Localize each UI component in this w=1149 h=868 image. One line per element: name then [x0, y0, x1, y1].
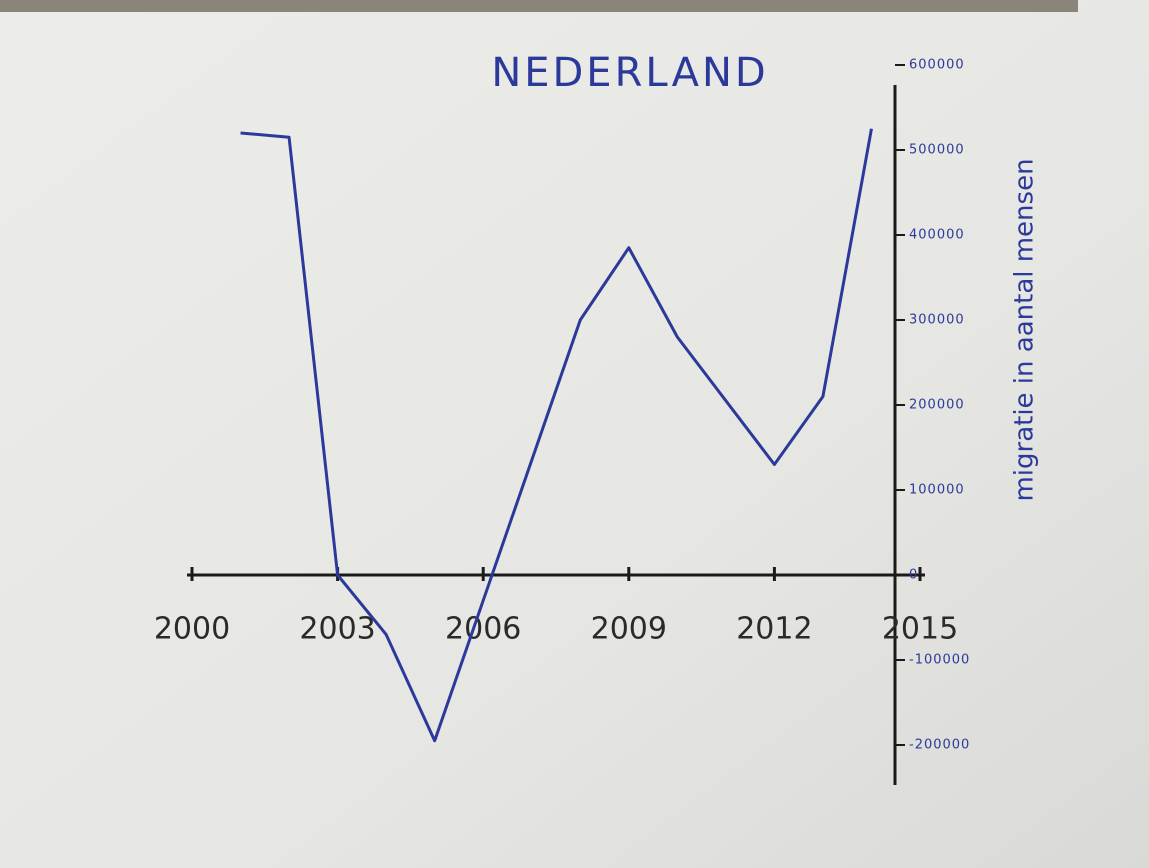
y-tick-label: 500000 — [909, 143, 965, 158]
x-tick-label: 2006 — [445, 612, 521, 647]
y-tick-label: 300000 — [909, 313, 965, 328]
y-tick-label: 600000 — [909, 58, 965, 73]
photo-edge — [0, 0, 1078, 12]
y-tick-label: -100000 — [909, 653, 970, 668]
chart-title: NEDERLAND — [491, 50, 768, 96]
data-line — [240, 128, 873, 743]
y-tick-label: 0 — [909, 568, 918, 583]
x-tick-label: 2012 — [736, 612, 812, 647]
y-axis-label: migratie in aantal mensen — [1010, 158, 1040, 501]
y-tick-label: 200000 — [909, 398, 965, 413]
x-tick-label: 2009 — [591, 612, 667, 647]
y-tick-label: -200000 — [909, 738, 970, 753]
x-tick-label: 2000 — [154, 612, 230, 647]
plot-area: 2000 2003 2006 2009 2012 2015 -200000 -100000 0 1… — [154, 58, 970, 785]
x-tick-label: 2003 — [299, 612, 375, 647]
y-tick-label: 400000 — [909, 228, 965, 243]
y-tick-label: 100000 — [909, 483, 965, 498]
x-tick-label: 2015 — [882, 612, 958, 647]
